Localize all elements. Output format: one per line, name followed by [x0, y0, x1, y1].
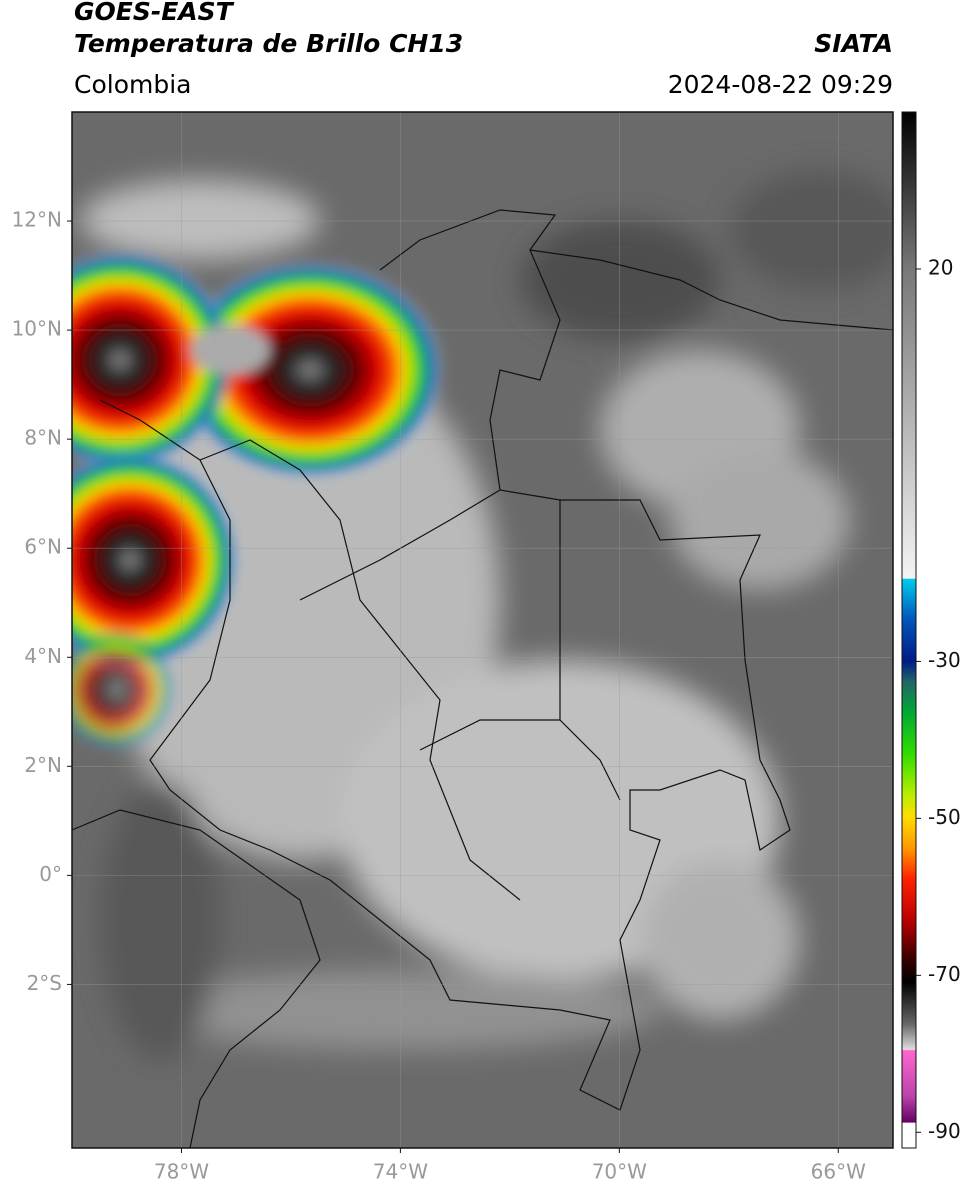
x-tick-label: 66°W: [811, 1160, 866, 1184]
y-tick-label: 8°N: [24, 426, 62, 450]
colorbar-tick-label: -90: [928, 1119, 961, 1143]
map-frame: [71, 111, 894, 1149]
x-tick-label: 78°W: [154, 1160, 209, 1184]
x-tick-label: 70°W: [592, 1160, 647, 1184]
y-tick-label: 12°N: [12, 208, 62, 232]
y-tick-label: 2°N: [24, 753, 62, 777]
datetime: 2024-08-22 09:29: [668, 70, 893, 99]
source: SIATA: [814, 29, 893, 58]
y-tick-label: 4°N: [24, 644, 62, 668]
y-tick-label: 6°N: [24, 535, 62, 559]
y-tick-label: 10°N: [12, 317, 62, 341]
colorbar-tick-label: 20: [928, 255, 953, 279]
region: Colombia: [74, 70, 191, 99]
x-tick-label: 74°W: [373, 1160, 428, 1184]
satellite-image: [72, 112, 893, 1148]
y-tick-label: 2°S: [27, 971, 62, 995]
y-tick-label: 0°: [39, 862, 62, 886]
colorbar-tick-label: -30: [928, 648, 961, 672]
gridlines: [72, 112, 893, 1148]
subtitle: Temperatura de Brillo CH13: [74, 29, 463, 58]
borders: [72, 209, 893, 1148]
colorbar-tick-label: -70: [928, 962, 961, 986]
colorbar-tick-label: -50: [928, 805, 961, 829]
colorbar: [901, 111, 917, 1149]
title: GOES-EAST: [74, 0, 235, 26]
